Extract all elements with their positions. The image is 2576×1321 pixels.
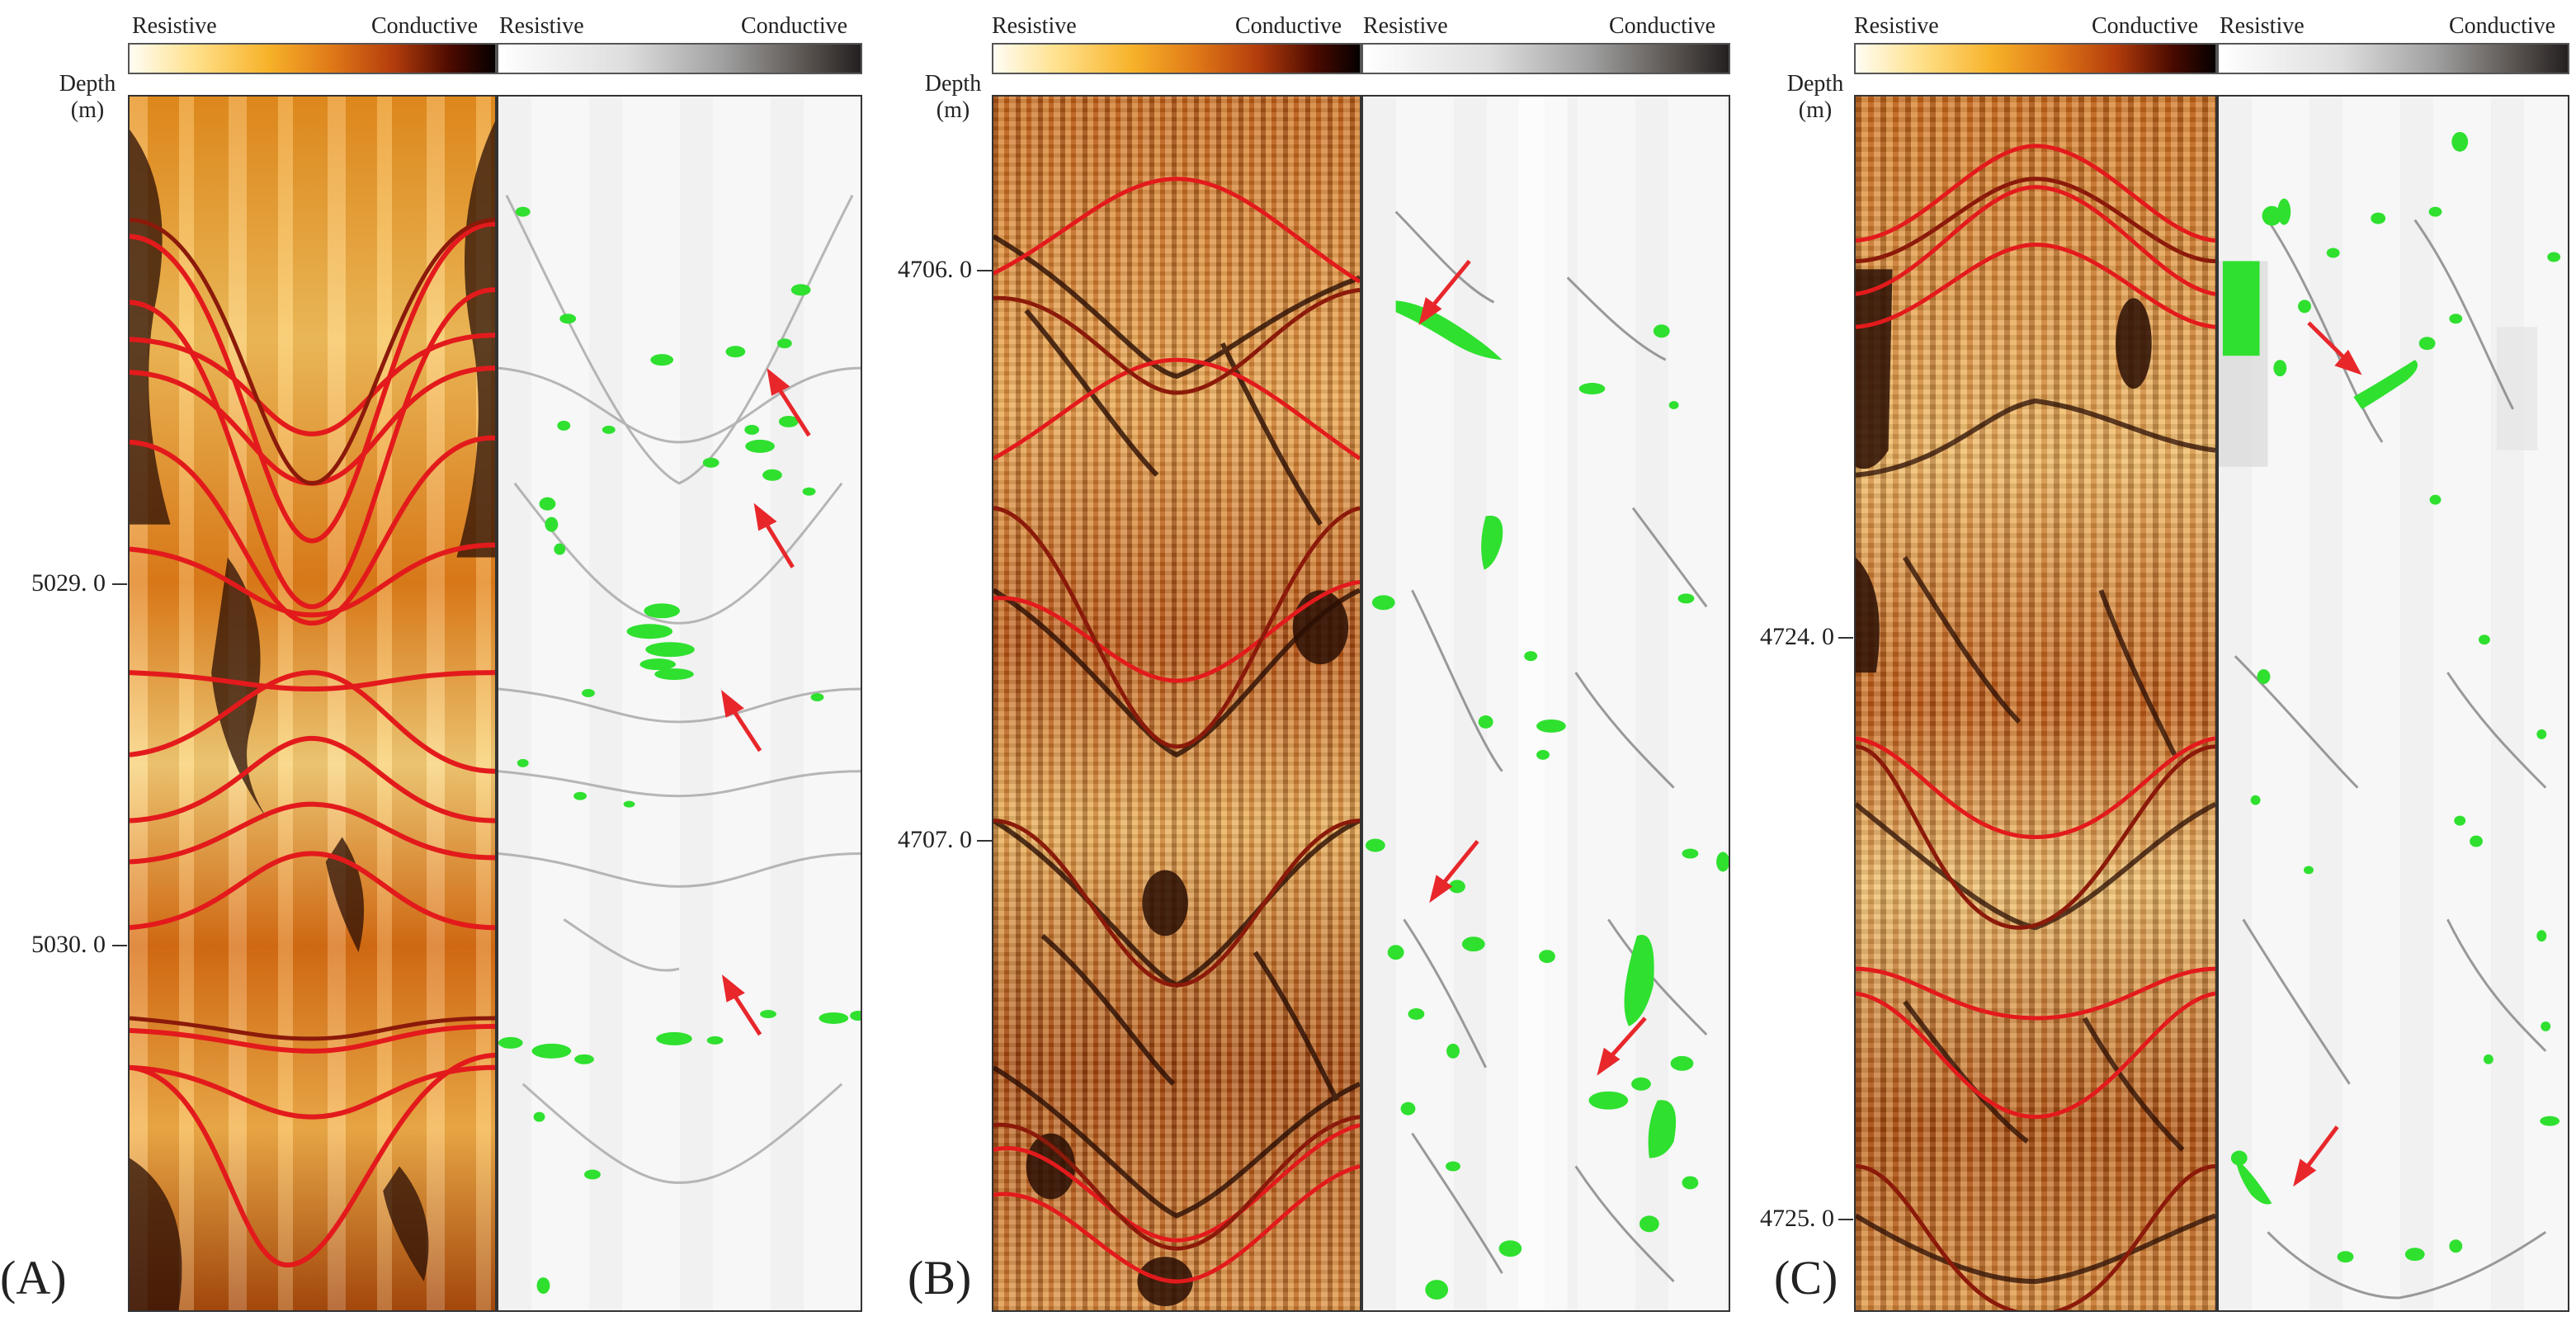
- colorbar-c-dynamic-conductive-label: Conductive: [2449, 13, 2556, 39]
- dynamic-image-c-overlay: [2219, 131, 2561, 1300]
- depth-tick-a-1-mark: [112, 583, 127, 585]
- depth-header-b: Depth (m): [912, 71, 994, 124]
- colorbar-b-static-resistive-label: Resistive: [992, 13, 1077, 39]
- panel-c-letter: (C): [1774, 1251, 1838, 1304]
- colorbar-c-static-conductive-label: Conductive: [2092, 13, 2199, 39]
- depth-tick-c-1-mark: [1838, 637, 1853, 639]
- depth-header-a-unit: (m): [70, 97, 105, 123]
- dynamic-image-b-overlay: [1365, 97, 1729, 1310]
- colorbar-a-static-conductive-label: Conductive: [371, 13, 479, 39]
- colorbar-c-dynamic-resistive-label: Resistive: [2220, 13, 2305, 39]
- colorbar-a-dynamic-resistive-label: Resistive: [499, 13, 584, 39]
- dynamic-image-track-b: [1361, 95, 1730, 1312]
- depth-header-c-label: Depth: [1786, 71, 1844, 97]
- depth-tick-b-2-mark: [977, 840, 992, 842]
- panel-a-letter: (A): [0, 1251, 67, 1304]
- dynamic-image-a-overlay: [498, 194, 861, 1295]
- depth-tick-b-2: 4707. 0: [898, 826, 972, 853]
- colorbar-a-dynamic: [497, 43, 862, 74]
- colorbar-c-dynamic: [2217, 43, 2569, 74]
- colorbar-b-static: [992, 43, 1361, 74]
- colorbar-c-static: [1854, 43, 2217, 74]
- depth-tick-b-1-mark: [977, 270, 992, 271]
- depth-header-c-unit: (m): [1798, 97, 1833, 123]
- depth-header-a: Depth (m): [46, 71, 129, 124]
- depth-header-a-label: Depth: [59, 71, 116, 97]
- colorbar-b-static-conductive-label: Conductive: [1235, 13, 1342, 39]
- colorbar-c-static-resistive-label: Resistive: [1854, 13, 1939, 39]
- depth-tick-c-1: 4724. 0: [1760, 623, 1834, 650]
- static-image-track-c: [1854, 95, 2217, 1312]
- colorbar-b-dynamic: [1361, 43, 1730, 74]
- colorbar-a-static-resistive-label: Resistive: [132, 13, 217, 39]
- depth-tick-a-2-mark: [112, 945, 127, 946]
- depth-header-c: Depth (m): [1774, 71, 1857, 124]
- colorbar-b-dynamic-conductive-label: Conductive: [1609, 13, 1716, 39]
- static-image-track-a: [128, 95, 497, 1312]
- depth-tick-c-2-mark: [1838, 1219, 1853, 1220]
- static-image-c-overlay: [1856, 144, 2215, 1310]
- static-image-b-overlay: [993, 177, 1360, 1307]
- colorbar-a-dynamic-conductive-label: Conductive: [741, 13, 848, 39]
- depth-header-b-unit: (m): [936, 97, 970, 123]
- depth-header-b-label: Depth: [924, 71, 982, 97]
- dynamic-image-track-a: [497, 95, 862, 1312]
- static-image-track-b: [992, 95, 1361, 1312]
- panel-b-letter: (B): [908, 1251, 972, 1304]
- depth-tick-b-1: 4706. 0: [898, 256, 972, 283]
- depth-tick-c-2: 4725. 0: [1760, 1205, 1834, 1232]
- depth-tick-a-1: 5029. 0: [31, 569, 106, 597]
- colorbar-a-static: [128, 43, 497, 74]
- colorbar-b-dynamic-resistive-label: Resistive: [1363, 13, 1448, 39]
- static-image-a-overlay: [130, 120, 495, 1310]
- dynamic-image-track-c: [2217, 95, 2569, 1312]
- depth-tick-a-2: 5030. 0: [31, 931, 106, 958]
